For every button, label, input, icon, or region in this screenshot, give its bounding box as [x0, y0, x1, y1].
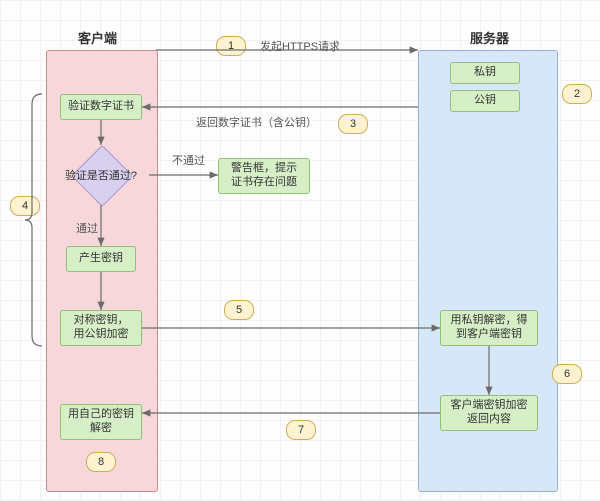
- client-title: 客户端: [78, 28, 117, 47]
- node-sym-encrypt: 对称密钥， 用公钥加密: [60, 310, 142, 346]
- node-server-encrypt: 客户端密钥加密 返回内容: [440, 395, 538, 431]
- step-badge-1: 1: [216, 36, 246, 56]
- diamond-label: 验证是否通过?: [53, 145, 149, 205]
- decision-verify-pass: 验证是否通过?: [53, 145, 149, 205]
- step-badge-8: 8: [86, 452, 116, 472]
- step-badge-2: 2: [562, 84, 592, 104]
- step-badge-6: 6: [552, 364, 582, 384]
- step-badge-5: 5: [224, 300, 254, 320]
- node-generate-key: 产生密钥: [66, 246, 136, 272]
- edge-label-request: 发起HTTPS请求: [260, 38, 340, 54]
- node-verify-cert: 验证数字证书: [60, 94, 142, 120]
- node-client-decrypt: 用自己的密钥 解密: [60, 404, 142, 440]
- edge-label-cert: 返回数字证书（含公钥）: [196, 114, 317, 130]
- edge-label-pass: 通过: [76, 220, 98, 236]
- node-private-key: 私钥: [450, 62, 520, 84]
- node-server-decrypt: 用私钥解密，得 到客户端密钥: [440, 310, 538, 346]
- node-public-key: 公钥: [450, 90, 520, 112]
- server-title: 服务器: [470, 28, 509, 47]
- step-badge-3: 3: [338, 114, 368, 134]
- step-badge-7: 7: [286, 420, 316, 440]
- node-warning-box: 警告框，提示 证书存在问题: [218, 158, 310, 194]
- step-badge-4: 4: [10, 196, 40, 216]
- edge-label-fail: 不通过: [172, 152, 205, 168]
